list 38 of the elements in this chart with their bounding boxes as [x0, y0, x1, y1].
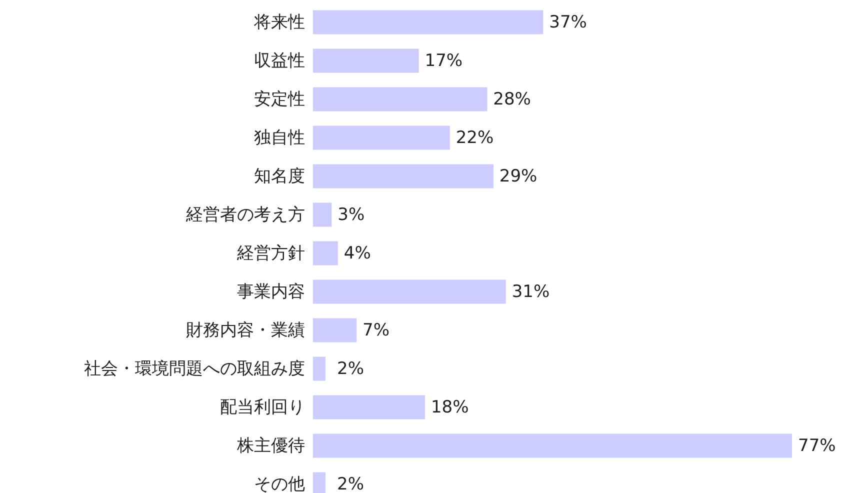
y-tick-label: 安定性 [254, 89, 305, 110]
data-label: 28% [493, 89, 531, 110]
data-label: 77% [798, 436, 836, 456]
bar [313, 318, 357, 342]
data-label: 2% [337, 358, 364, 379]
data-label: 18% [430, 397, 469, 418]
data-label: 37% [549, 12, 587, 32]
data-label: 17% [424, 50, 463, 71]
bar [313, 280, 506, 304]
data-label: 7% [362, 320, 390, 340]
y-tick-label: 事業内容 [237, 282, 305, 302]
bar [313, 395, 425, 420]
y-tick-label: 経営方針 [236, 243, 305, 264]
bar [313, 241, 338, 266]
y-tick-label: 独自性 [254, 128, 305, 148]
y-tick-label: 収益性 [254, 50, 305, 71]
y-tick-label: 財務内容・業績 [186, 320, 305, 340]
data-label: 29% [499, 166, 538, 186]
data-label: 4% [344, 243, 371, 264]
data-label: 22% [456, 128, 494, 148]
y-tick-label: 知名度 [254, 166, 305, 186]
y-tick-label: 配当利回り [220, 397, 305, 418]
data-label: 2% [337, 474, 364, 493]
y-tick-label: 株主優待 [236, 436, 305, 456]
y-tick-label: 将来性 [253, 12, 305, 32]
bar [313, 87, 488, 112]
bar [313, 48, 419, 73]
bar [313, 164, 494, 188]
bar [313, 356, 326, 381]
data-label: 31% [512, 282, 550, 302]
y-tick-label: その他 [254, 474, 305, 493]
bar [313, 10, 544, 34]
data-label: 3% [338, 204, 365, 225]
y-tick-label: 社会・環境問題への取組み度 [84, 358, 305, 379]
bar [313, 434, 792, 458]
y-tick-label: 経営者の考え方 [185, 204, 305, 225]
bar [313, 126, 450, 150]
bar [313, 202, 332, 227]
